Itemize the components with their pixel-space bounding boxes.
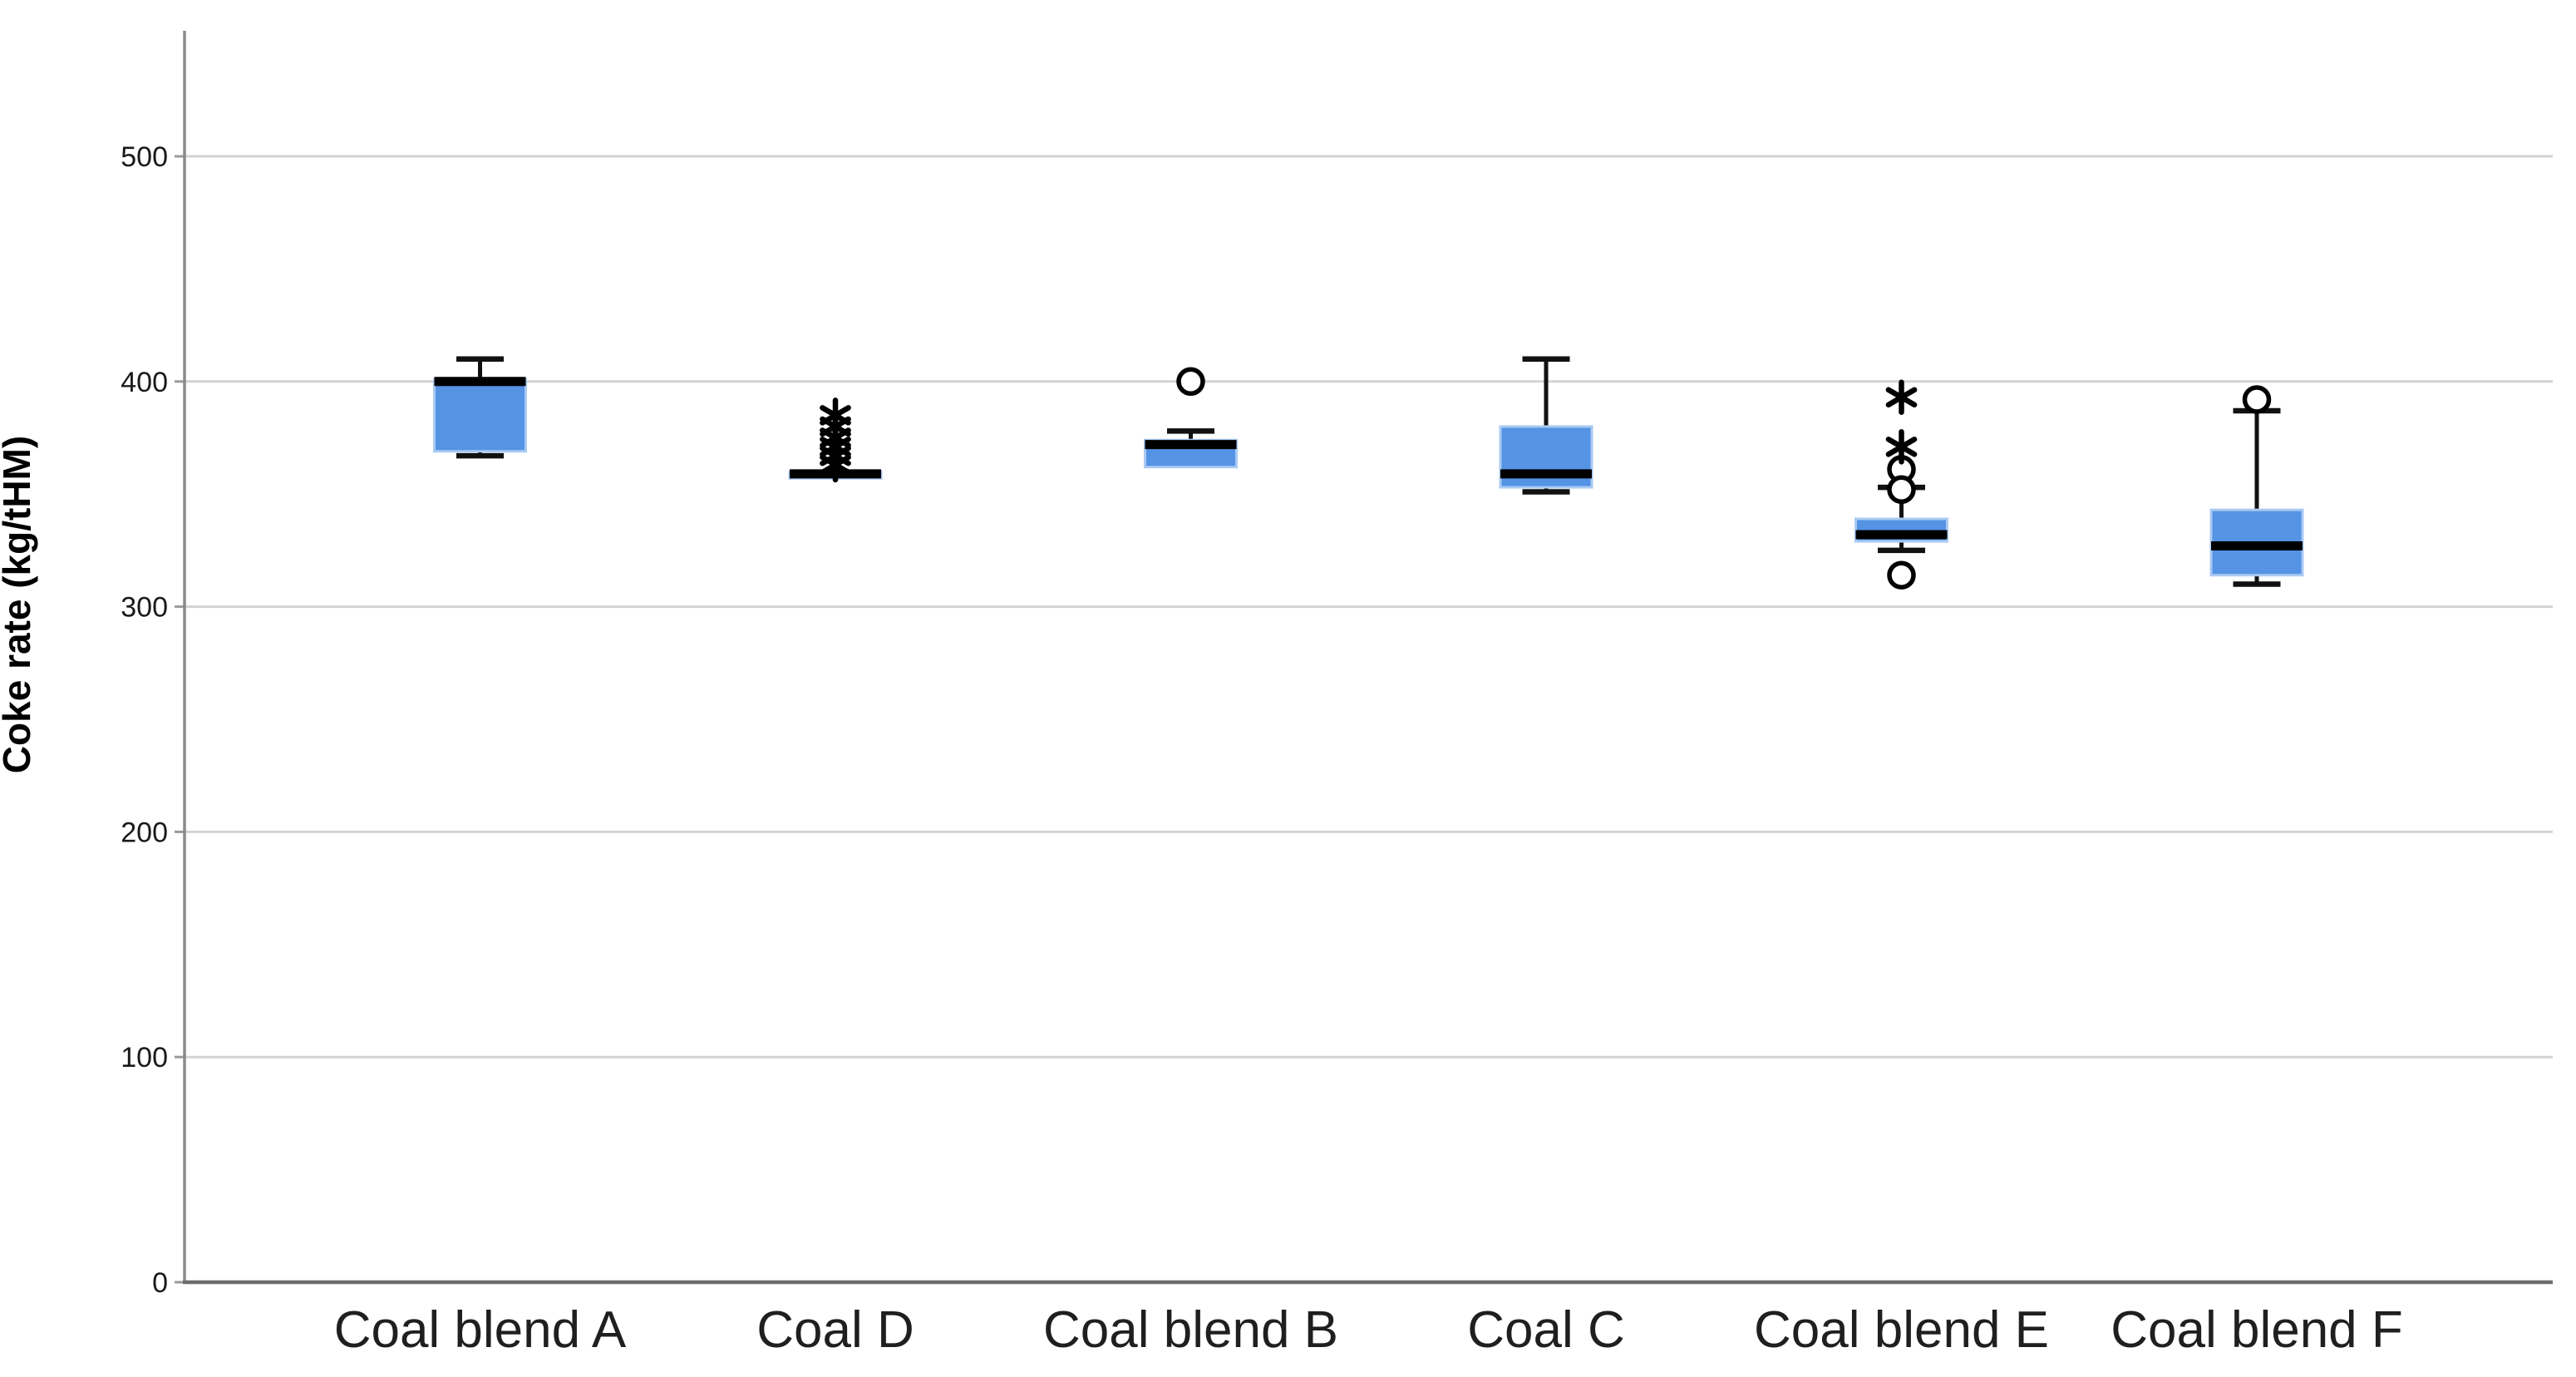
boxplot-coal-c xyxy=(1499,356,1593,495)
boxplot-coal-blend-b xyxy=(1144,367,1238,469)
y-tick-label: 300 xyxy=(121,592,168,624)
x-category-label: Coal D xyxy=(756,1301,914,1359)
outlier-circle xyxy=(1887,475,1916,505)
y-tick-label: 500 xyxy=(121,141,168,173)
y-tick-label: 400 xyxy=(121,367,168,398)
outlier-circle xyxy=(2242,385,2272,414)
outlier-circle xyxy=(1887,560,1916,590)
x-category-label: Coal blend B xyxy=(1043,1301,1338,1359)
y-tick-label: 0 xyxy=(152,1267,168,1299)
x-category-label: Coal C xyxy=(1467,1301,1625,1359)
x-category-label: Coal blend F xyxy=(2111,1301,2403,1359)
boxplot-coal-d xyxy=(788,397,883,483)
iqr-box xyxy=(433,378,527,453)
y-axis-title-text: Coke rate (kg/tHM) xyxy=(0,435,38,774)
x-category-label: Coal blend A xyxy=(334,1301,627,1359)
boxplot-coal-blend-e xyxy=(1854,379,1948,590)
x-category-label: Coal blend E xyxy=(1754,1301,2049,1359)
y-tick-label: 100 xyxy=(121,1042,168,1073)
outlier-circle xyxy=(1176,367,1205,397)
extreme-asterisk xyxy=(820,397,851,433)
boxplot-coal-blend-f xyxy=(2209,385,2304,587)
extreme-asterisk xyxy=(1885,429,1918,465)
boxplot-coal-blend-a xyxy=(433,356,527,459)
y-tick-label: 200 xyxy=(121,817,168,848)
extreme-asterisk xyxy=(1885,379,1918,416)
